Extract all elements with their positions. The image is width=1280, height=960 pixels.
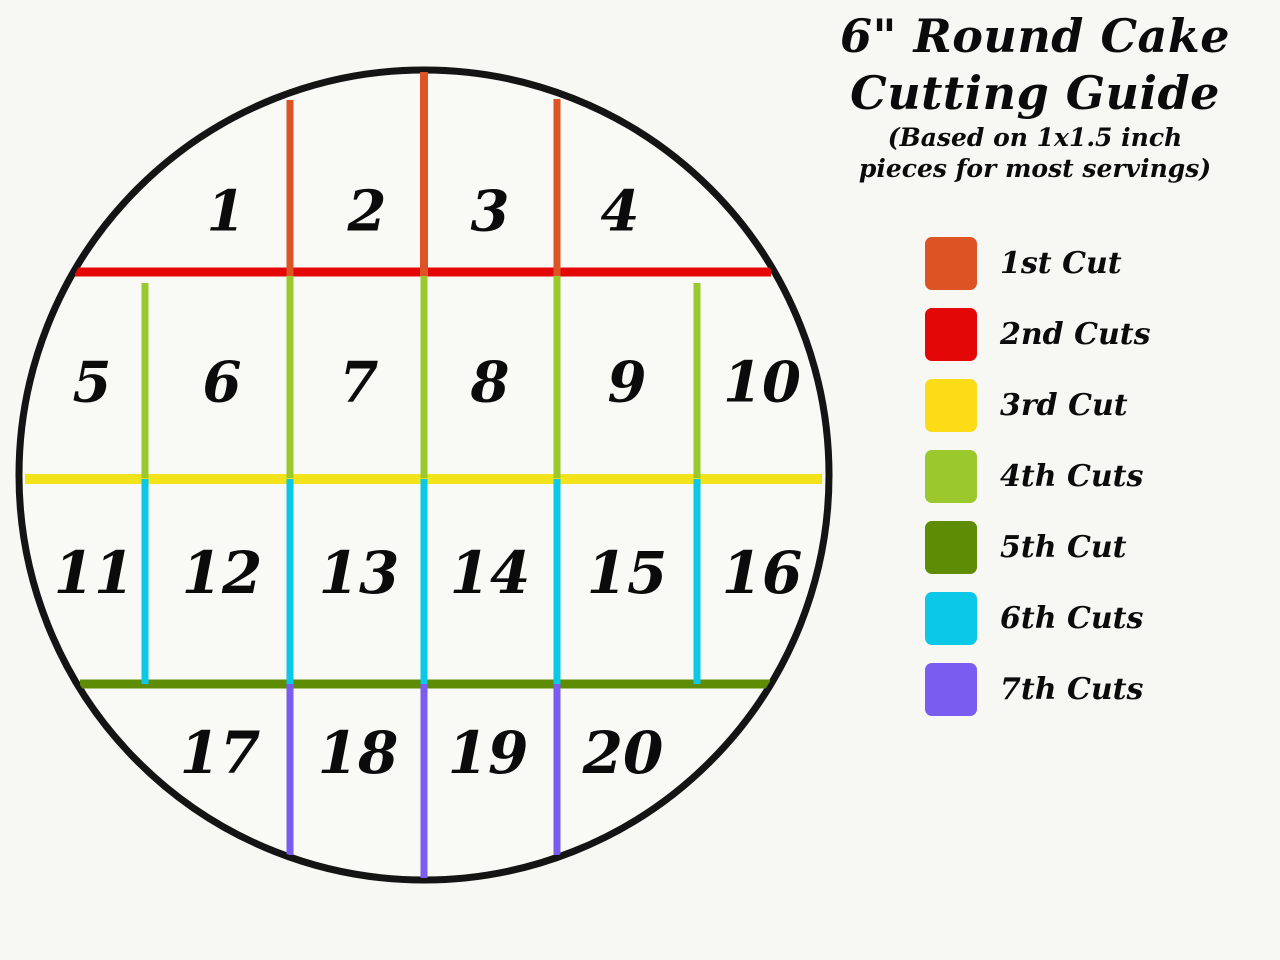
piece-number: 12 <box>182 539 263 607</box>
piece-number: 7 <box>340 350 379 416</box>
piece-number: 18 <box>318 719 399 787</box>
piece-number: 13 <box>319 539 400 607</box>
legend-item: 2nd Cuts <box>925 299 1275 370</box>
piece-number: 3 <box>471 179 510 245</box>
legend: 1st Cut 2nd Cuts 3rd Cut 4th Cuts 5th Cut 6th… <box>925 228 1275 725</box>
page-subtitle-line-2: pieces for most servings) <box>858 154 1212 183</box>
piece-number: 19 <box>448 719 529 787</box>
legend-item-label: 2nd Cuts <box>1000 317 1151 352</box>
legend-item-label: 5th Cut <box>1000 530 1127 565</box>
piece-number: 17 <box>180 719 261 787</box>
legend-item: 3rd Cut <box>925 370 1275 441</box>
vertical-cut-lines <box>141 72 701 878</box>
legend-item-label: 6th Cuts <box>1000 601 1144 636</box>
legend-item: 5th Cut <box>925 512 1275 583</box>
legend-item: 1st Cut <box>925 228 1275 299</box>
legend-item-label: 4th Cuts <box>1000 459 1144 494</box>
piece-number: 10 <box>723 350 801 416</box>
legend-item-label: 3rd Cut <box>1000 388 1128 423</box>
piece-number: 16 <box>722 539 803 607</box>
color-swatch-icon <box>925 663 977 716</box>
piece-number: 8 <box>470 350 510 416</box>
piece-number: 15 <box>587 539 668 607</box>
guide-panel: 6" Round Cake Cutting Guide (Based on 1x… <box>800 0 1280 960</box>
color-swatch-icon <box>925 379 977 432</box>
page-subtitle-line-1: (Based on 1x1.5 inch <box>887 123 1183 152</box>
page-title-line-2: Cutting Guide <box>850 66 1220 120</box>
color-swatch-icon <box>925 450 977 503</box>
piece-number: 6 <box>203 350 242 416</box>
piece-number: 11 <box>54 539 135 607</box>
legend-item: 6th Cuts <box>925 583 1275 654</box>
piece-number: 5 <box>73 350 112 416</box>
legend-item: 7th Cuts <box>925 654 1275 725</box>
piece-number: 1 <box>207 179 246 245</box>
page-title-line-1: 6" Round Cake <box>839 9 1231 63</box>
title-block: 6" Round Cake Cutting Guide (Based on 1x… <box>800 8 1270 184</box>
color-swatch-icon <box>925 308 977 361</box>
color-swatch-icon <box>925 521 977 574</box>
piece-number: 14 <box>450 539 531 607</box>
piece-number: 2 <box>347 179 387 245</box>
color-swatch-icon <box>925 237 977 290</box>
piece-number: 4 <box>601 179 640 245</box>
legend-item-label: 7th Cuts <box>1000 672 1144 707</box>
piece-number: 9 <box>608 350 647 416</box>
legend-item-label: 1st Cut <box>1000 246 1122 281</box>
piece-number: 20 <box>582 719 664 787</box>
legend-item: 4th Cuts <box>925 441 1275 512</box>
color-swatch-icon <box>925 592 977 645</box>
